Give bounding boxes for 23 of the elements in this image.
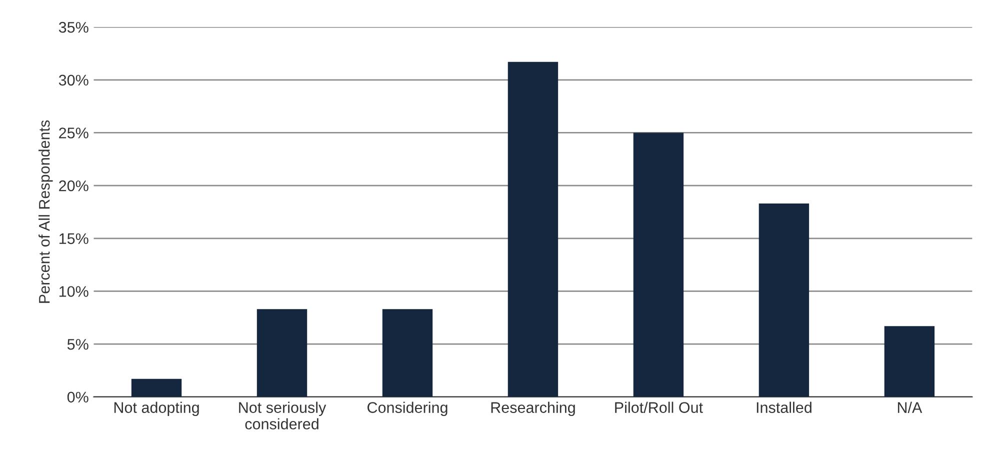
x-tick-label: Not seriously considered: [239, 402, 326, 430]
bar: [884, 326, 935, 397]
y-tick-label: 35%: [58, 22, 88, 33]
y-axis-title: Percent of All Respondents: [38, 120, 53, 303]
bar: [256, 309, 308, 397]
bar: [508, 62, 558, 397]
x-tick-label: Considering: [368, 402, 448, 416]
bar: [382, 309, 433, 397]
y-tick-label: 30%: [58, 74, 88, 86]
y-tick-label: 25%: [59, 128, 88, 138]
x-tick-label: Not adopting: [114, 402, 199, 416]
y-tick-label: 5%: [67, 338, 88, 350]
x-tick-label: Pilot/Roll Out: [615, 402, 703, 413]
x-tick-label: Researching: [491, 402, 575, 416]
y-tick-label: 15%: [59, 233, 88, 244]
bar: [758, 204, 810, 397]
y-tick-label: 0%: [67, 392, 88, 403]
y-tick-label: 20%: [59, 180, 88, 192]
x-tick-label: Installed: [756, 402, 812, 413]
y-tick-label: 10%: [59, 286, 88, 297]
x-tick-label: N/A: [898, 402, 922, 413]
bar: [131, 378, 182, 397]
bar: [633, 132, 684, 397]
